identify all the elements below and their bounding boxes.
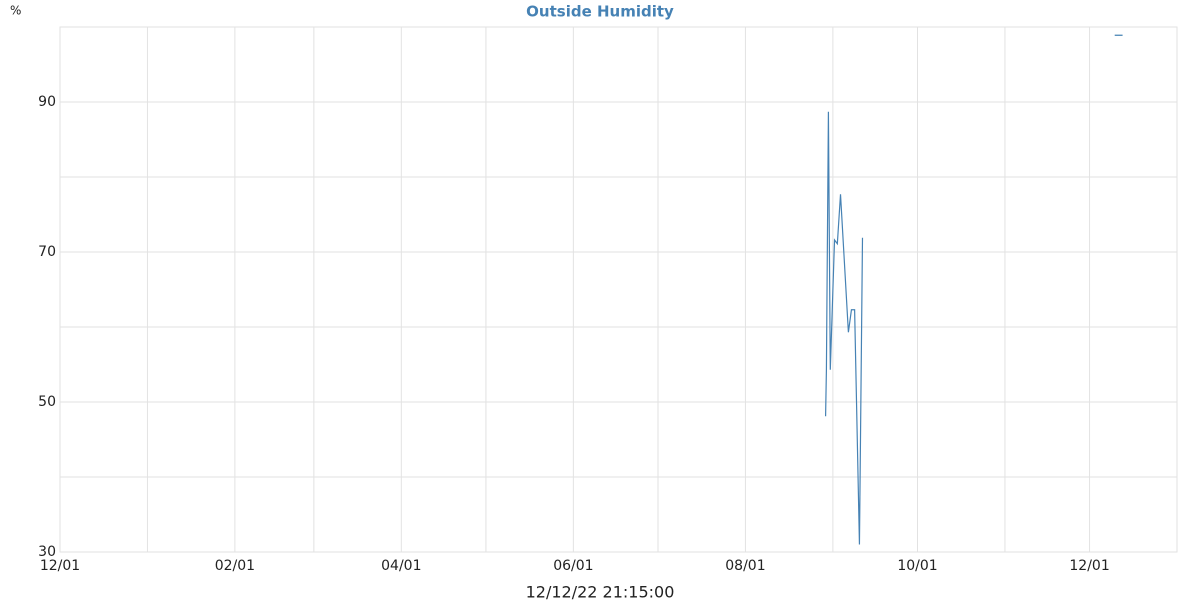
x-tick-label: 10/01 bbox=[897, 558, 937, 574]
x-tick-label: 02/01 bbox=[215, 558, 255, 574]
x-tick-label: 12/01 bbox=[1069, 558, 1109, 574]
y-tick-label: 30 bbox=[38, 544, 56, 560]
chart-title: Outside Humidity bbox=[526, 3, 674, 21]
y-tick-label: 50 bbox=[38, 394, 56, 410]
y-tick-label: 90 bbox=[38, 94, 56, 110]
x-tick-label: 06/01 bbox=[553, 558, 593, 574]
x-tick-label: 12/01 bbox=[40, 558, 80, 574]
data-line bbox=[824, 34, 1123, 545]
x-tick-label: 08/01 bbox=[725, 558, 765, 574]
x-tick-label: 04/01 bbox=[381, 558, 421, 574]
y-tick-label: 70 bbox=[38, 244, 56, 260]
footer-time: 12/12/22 21:15:00 bbox=[526, 583, 675, 600]
plot-frame bbox=[59, 26, 1178, 553]
y-axis-label: % bbox=[10, 4, 21, 18]
